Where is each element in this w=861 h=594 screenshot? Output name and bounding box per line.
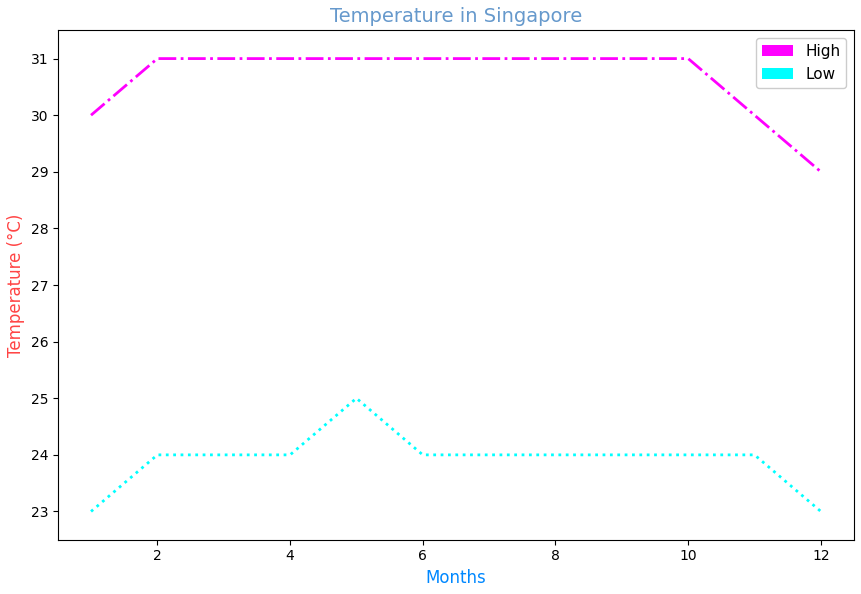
Y-axis label: Temperature (°C): Temperature (°C) bbox=[7, 213, 25, 357]
Title: Temperature in Singapore: Temperature in Singapore bbox=[330, 7, 582, 26]
X-axis label: Months: Months bbox=[425, 569, 486, 587]
Legend: High, Low: High, Low bbox=[756, 38, 846, 88]
